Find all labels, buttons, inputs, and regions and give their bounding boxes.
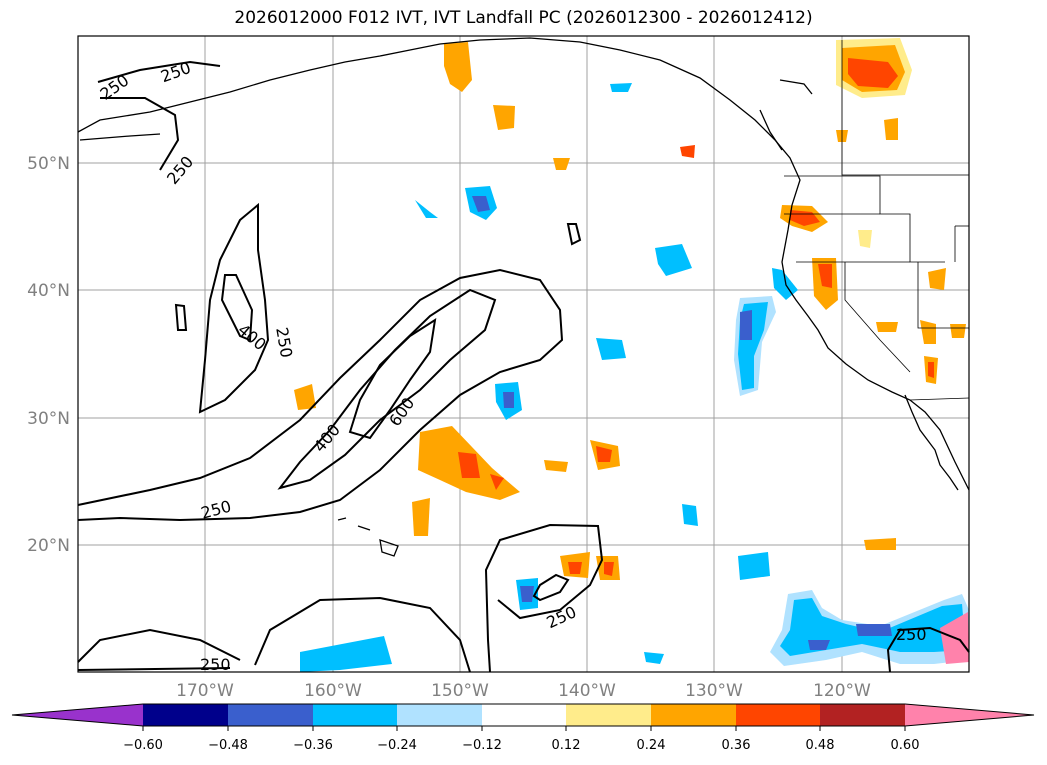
lon-label: 140°W bbox=[558, 681, 616, 701]
colorbar-segment bbox=[228, 704, 313, 726]
colorbar-tick: −0.48 bbox=[208, 738, 248, 753]
contour-label: 250 bbox=[200, 655, 231, 674]
colorbar-segment bbox=[482, 704, 566, 726]
map-frame bbox=[77, 35, 970, 673]
contour-label: 250 bbox=[896, 625, 927, 644]
lat-label: 50°N bbox=[27, 154, 70, 174]
colorbar-segment bbox=[143, 704, 228, 726]
coastlines bbox=[77, 37, 970, 557]
colorbar-tick: 0.60 bbox=[891, 738, 920, 753]
colorbar-tick: −0.12 bbox=[462, 738, 502, 753]
lon-label: 120°W bbox=[813, 681, 871, 701]
colorbar-extend-low bbox=[12, 704, 143, 726]
lon-label: 170°W bbox=[176, 681, 234, 701]
lon-label: 150°W bbox=[431, 681, 489, 701]
map-title: 2026012000 F012 IVT, IVT Landfall PC (20… bbox=[234, 8, 813, 28]
lon-label: 130°W bbox=[685, 681, 743, 701]
colorbar-segment bbox=[566, 704, 651, 726]
lat-label: 30°N bbox=[27, 409, 70, 429]
colorbar-segment bbox=[313, 704, 397, 726]
colorbar-tick: 0.24 bbox=[637, 738, 666, 753]
lat-label: 40°N bbox=[27, 281, 70, 301]
colorbar-tick: 0.12 bbox=[552, 738, 581, 753]
colorbar-segment bbox=[736, 704, 820, 726]
lat-labels: 50°N 40°N 30°N 20°N bbox=[27, 154, 70, 556]
colorbar-extend-high bbox=[905, 704, 1034, 726]
political-borders bbox=[784, 40, 970, 401]
colorbar-tick: −0.36 bbox=[293, 738, 333, 753]
map-area bbox=[78, 36, 969, 672]
colorbar-tick: −0.60 bbox=[123, 738, 163, 753]
colorbar-segment bbox=[651, 704, 736, 726]
colorbar-segment bbox=[820, 704, 905, 726]
colorbar: −0.60 −0.48 −0.36 −0.24 −0.12 0.12 0.24 … bbox=[11, 703, 1035, 753]
colorbar-tick: 0.36 bbox=[722, 738, 751, 753]
colorbar-tick: −0.24 bbox=[377, 738, 417, 753]
ivt-contours bbox=[77, 60, 970, 673]
lat-label: 20°N bbox=[27, 536, 70, 556]
lon-label: 160°W bbox=[304, 681, 362, 701]
colorbar-tick: 0.48 bbox=[806, 738, 835, 753]
colorbar-segment bbox=[397, 704, 482, 726]
lon-labels: 170°W 160°W 150°W 140°W 130°W 120°W bbox=[176, 681, 871, 701]
